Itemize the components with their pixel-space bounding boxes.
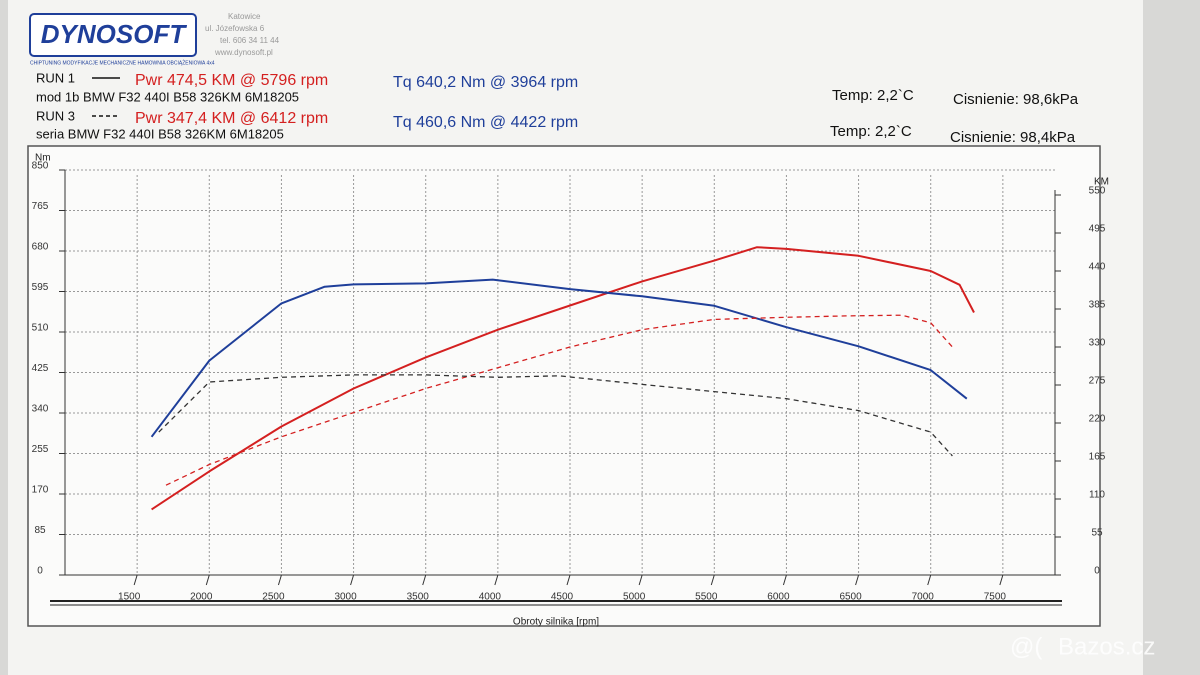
x-tick-label: 5000 [623, 592, 646, 603]
y2-tick-label: 275 [1089, 376, 1106, 387]
x-tick-label: 2000 [190, 592, 213, 603]
x-tick-label: 7000 [912, 592, 935, 603]
y-tick-label: 425 [32, 363, 49, 374]
y-tick-label: 765 [32, 201, 49, 212]
plot: 0 85 170 255 340 425 510 595 680 765 850 0 55 110 165 2… [32, 161, 1106, 603]
x-tick-label: 3000 [334, 592, 357, 603]
x-tick-label: 3500 [407, 592, 430, 603]
address: ul. Józefowska 6 [205, 24, 265, 33]
y2-tick-label: 220 [1089, 414, 1106, 425]
tagline: CHIPTUNING MODYFIKACJE MECHANICZNE HAMOW… [30, 59, 215, 66]
x-tick-label: 6000 [767, 592, 790, 603]
x-tick [133, 574, 138, 586]
x-tick [710, 574, 715, 586]
run-pressure: Cisnienie: 98,6kPa [953, 91, 1079, 108]
y-tick-label: 680 [32, 242, 49, 253]
x-tick [855, 574, 860, 586]
y2-tick-label: 110 [1089, 490, 1105, 501]
run-power: Pwr 474,5 KM @ 5796 rpm [135, 72, 328, 89]
y-tick-label: 255 [32, 444, 49, 455]
x-tick [494, 574, 499, 586]
y-tick-label: 850 [32, 161, 49, 172]
y2-tick-label: 165 [1089, 452, 1106, 463]
logo-box [29, 13, 197, 57]
x-tick [638, 574, 643, 586]
y2-tick-label: 495 [1089, 224, 1106, 235]
y-tick-label: 85 [34, 525, 46, 536]
x-tick-label: 5500 [695, 592, 718, 603]
y-tick-label: 595 [32, 282, 49, 293]
x-tick [927, 574, 932, 586]
x-tick [782, 574, 787, 586]
run-temp: Temp: 2,2`C [832, 87, 914, 104]
series-line [165, 314, 953, 486]
run-temp: Temp: 2,2`C [830, 123, 912, 140]
y2-tick-label: 550 [1089, 186, 1106, 197]
y-tick-label: 340 [32, 404, 49, 415]
x-tick [422, 574, 427, 586]
series-line [151, 246, 975, 511]
watermark: Bazos.cz [1058, 633, 1155, 660]
series-line [158, 374, 953, 457]
run-label: RUN 1 [36, 70, 75, 85]
run-description: seria BMW F32 440I B58 326KM 6M18205 [36, 126, 284, 141]
x-tick [999, 574, 1004, 586]
y-tick-label: 510 [32, 323, 49, 334]
x-tick [350, 574, 355, 586]
y-axis-label: Nm [35, 153, 51, 164]
series-line [150, 278, 968, 438]
run-description: mod 1b BMW F32 440I B58 326KM 6M18205 [36, 89, 299, 104]
y2-tick-label: 330 [1089, 338, 1106, 349]
x-tick [566, 574, 571, 586]
x-tick-label: 4500 [551, 592, 574, 603]
x-tick-label: 4000 [479, 592, 502, 603]
address: www.dynosoft.pl [214, 48, 273, 57]
logo: DYNOSOFT [41, 19, 188, 49]
x-tick [205, 574, 210, 586]
run-power: Pwr 347,4 KM @ 6412 rpm [135, 110, 328, 127]
watermark-icon: @( [1010, 633, 1042, 660]
y2-axis-label: KM [1094, 177, 1109, 188]
run-torque: Tq 640,2 Nm @ 3964 rpm [393, 74, 578, 91]
run-torque: Tq 460,6 Nm @ 4422 rpm [393, 114, 578, 131]
run-label: RUN 3 [36, 108, 75, 123]
y2-tick-label: 385 [1089, 300, 1106, 311]
y2-tick-label: 440 [1089, 262, 1106, 273]
x-tick [277, 574, 282, 586]
y2-tick-label: 55 [1091, 528, 1103, 539]
address: Katowice [228, 12, 261, 21]
run-pressure: Cisnienie: 98,4kPa [950, 129, 1076, 146]
x-tick-label: 2500 [262, 592, 285, 603]
x-tick-label: 7500 [984, 592, 1007, 603]
y2-tick-label: 0 [1094, 566, 1100, 577]
chart-frame [27, 145, 1101, 627]
x-tick-label: 6500 [839, 592, 862, 603]
y-tick-label: 0 [37, 566, 43, 577]
x-axis-label: Obroty silnika [rpm] [513, 617, 599, 628]
y-tick-label: 170 [32, 485, 49, 496]
address: tel. 606 34 11 44 [220, 36, 280, 45]
x-tick-label: 1500 [118, 592, 141, 603]
